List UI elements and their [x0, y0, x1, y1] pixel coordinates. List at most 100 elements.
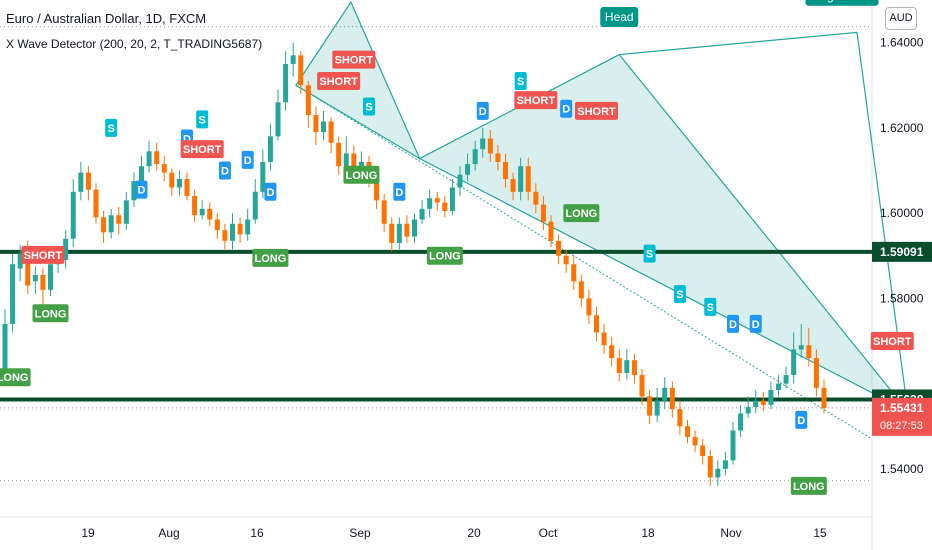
signal-s-label: S [676, 289, 683, 301]
candle-body [654, 400, 660, 416]
indicator-legend[interactable]: X Wave Detector (200, 20, 2, T_TRADING56… [6, 37, 263, 51]
signal-short-box [870, 331, 914, 350]
candle-body [343, 153, 349, 167]
candle-body [427, 198, 433, 209]
candle-body [40, 274, 46, 290]
signal-short-label: SHORT [183, 144, 222, 156]
candle-body [328, 121, 334, 143]
candle-body [669, 387, 675, 410]
x-tick-label: 20 [467, 526, 481, 540]
candle-body [753, 400, 759, 408]
signal-d-label: D [221, 165, 229, 177]
candle-body [738, 413, 744, 431]
signal-short-box [332, 50, 376, 69]
candle-body [768, 390, 774, 405]
candle-body [252, 191, 258, 220]
candle-body [154, 151, 160, 165]
candle-body [510, 179, 516, 192]
signal-d-box [241, 150, 254, 169]
signal-s-label: S [707, 302, 714, 314]
candle-body [192, 196, 198, 216]
candle-body [85, 172, 91, 190]
candle-body [783, 375, 789, 384]
candle-body [139, 166, 144, 182]
candle-body [70, 191, 76, 239]
candle-body [313, 115, 319, 133]
candle-body [412, 219, 417, 237]
candle-body [571, 264, 577, 282]
candle-body [48, 264, 53, 290]
candle-body [214, 219, 220, 231]
candle-body [442, 202, 448, 211]
signal-d-label: D [138, 185, 146, 197]
candle-body [647, 396, 653, 416]
signal-long-label: LONG [429, 251, 461, 263]
candle-body [813, 358, 819, 388]
signal-d-box [476, 101, 489, 120]
x-tick-label: 15 [813, 526, 827, 540]
signal-long-box [790, 476, 827, 495]
candle-body [275, 102, 281, 137]
pattern-label: Head [605, 10, 634, 24]
candle-body [518, 166, 524, 192]
signal-s-box [643, 244, 656, 263]
x-tick-label: 18 [641, 526, 655, 540]
candle-body [776, 383, 781, 390]
signal-s-box [704, 297, 717, 316]
signal-s-label: S [198, 114, 205, 126]
candle-body [351, 153, 357, 171]
signal-d-label: D [479, 106, 487, 118]
candle-body [525, 166, 531, 192]
signal-s-box [363, 97, 375, 116]
candle-body [685, 426, 690, 437]
candle-body [305, 85, 311, 116]
level-price-text: 1.59091 [880, 245, 924, 259]
candle-body [63, 238, 69, 260]
signal-d-label: D [244, 155, 252, 167]
signal-d-box [749, 314, 762, 333]
y-tick-label: 1.62000 [880, 121, 924, 135]
candle-body [404, 223, 410, 237]
candle-body [101, 217, 107, 233]
candle-body [745, 407, 751, 414]
candle-body [207, 208, 213, 220]
signal-long-box [343, 165, 380, 184]
candle-body [290, 55, 296, 64]
candle-body [586, 298, 592, 316]
y-tick-label: 1.60000 [880, 206, 924, 220]
candle-body [230, 223, 235, 241]
signal-short-box [514, 91, 558, 110]
candle-body [480, 138, 486, 150]
x-tick-label: 16 [250, 526, 264, 540]
signal-d-label: D [729, 319, 737, 331]
candle-body [624, 360, 630, 373]
signal-short-label: SHORT [335, 55, 374, 67]
candle-body [563, 255, 569, 265]
signal-short-label: SHORT [24, 250, 63, 262]
candle-body [487, 138, 493, 154]
signal-d-label: D [752, 319, 760, 331]
candle-body [601, 332, 607, 346]
candle-body [78, 172, 84, 192]
signal-s-box [673, 285, 686, 304]
signal-d-box [218, 161, 231, 180]
signal-short-label: SHORT [319, 76, 358, 88]
candle-body [131, 181, 137, 201]
signal-long-box [32, 304, 69, 323]
signal-short-box [21, 245, 65, 264]
signal-long-box [252, 248, 289, 267]
candle-body [472, 149, 478, 165]
candle-body [692, 436, 698, 446]
signal-short-box [317, 71, 361, 90]
x-tick-label: Nov [720, 526, 741, 540]
candle-body [495, 153, 501, 162]
candle-body [548, 221, 554, 241]
candle-body [336, 142, 342, 167]
signal-d-box [795, 410, 808, 429]
signal-d-label: D [562, 104, 570, 116]
candle-body [662, 387, 668, 401]
candle-body [93, 189, 99, 218]
currency-button[interactable]: AUD [885, 7, 917, 30]
candle-body [639, 375, 645, 397]
